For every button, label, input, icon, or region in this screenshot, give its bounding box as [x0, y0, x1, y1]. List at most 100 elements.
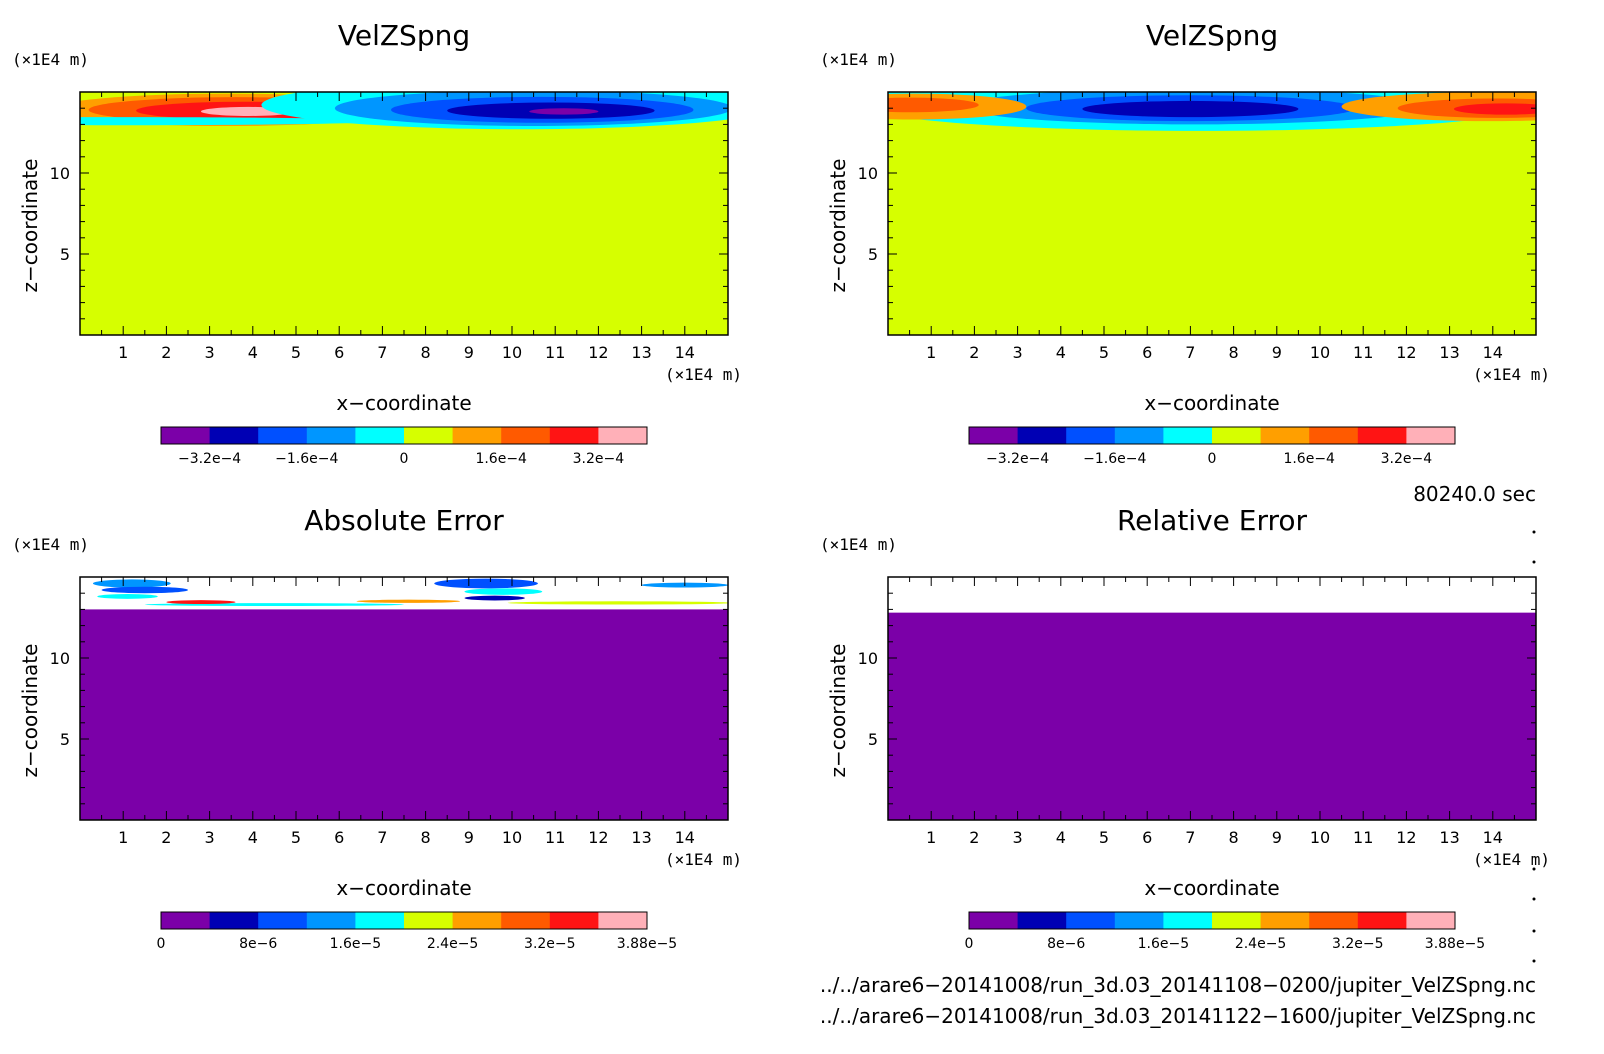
- colorbar-label: 3.2e−4: [573, 451, 625, 467]
- axis-ticks: [888, 92, 1536, 335]
- x-tick-label: 1: [926, 343, 936, 362]
- x-tick-label: 4: [248, 828, 258, 847]
- x-tick-label: 3: [205, 828, 215, 847]
- x-tick-label: 13: [1439, 343, 1459, 362]
- colorbar-bin: [598, 912, 648, 929]
- x-tick-label: 7: [1185, 343, 1195, 362]
- colorbar-label: 0: [157, 936, 166, 952]
- colorbar-bin: [549, 427, 599, 444]
- positive-contour: [888, 97, 979, 113]
- colorbar-label: −1.6e−4: [1083, 451, 1146, 467]
- colorbar-bin: [452, 427, 502, 444]
- chart-title: VelZSpng: [1146, 19, 1278, 52]
- x-unit-label: (×1E4 m): [665, 365, 742, 384]
- colorbar-label: 3.88e−5: [617, 936, 677, 952]
- y-unit-label: (×1E4 m): [12, 535, 89, 554]
- error-streak: [356, 599, 461, 603]
- colorbar-label: −1.6e−4: [275, 451, 338, 467]
- x-tick-label: 2: [161, 343, 171, 362]
- file-path-2: ../../arare6−20141008/run_3d.03_20141122…: [820, 1004, 1536, 1028]
- negative-contour: [529, 108, 599, 115]
- colorbar-bin: [1017, 912, 1067, 929]
- file-path-1: ../../arare6−20141008/run_3d.03_20141108…: [820, 973, 1536, 997]
- x-tick-label: 11: [545, 343, 565, 362]
- x-tick-label: 11: [545, 828, 565, 847]
- colorbar-label: 3.2e−4: [1381, 451, 1433, 467]
- error-streak: [97, 594, 158, 599]
- colorbar-bin: [161, 912, 211, 929]
- x-tick-label: 5: [1099, 343, 1109, 362]
- colorbar-bin: [1163, 912, 1213, 929]
- colorbar-label: 3.2e−5: [1332, 936, 1384, 952]
- colorbar-bin: [258, 427, 308, 444]
- x-tick-label: 2: [969, 343, 979, 362]
- colorbar-bin: [598, 427, 648, 444]
- y-axis-label: z−coordinate: [826, 159, 850, 293]
- colorbar-bin: [1114, 427, 1164, 444]
- x-tick-label: 7: [1185, 828, 1195, 847]
- x-tick-label: 14: [1483, 828, 1503, 847]
- colorbar-label: −3.2e−4: [986, 451, 1049, 467]
- colorbar: −3.2e−4 −1.6e−4 0 1.6e−4 3.2e−4: [160, 426, 648, 467]
- x-tick-label: 8: [421, 343, 431, 362]
- error-field: [888, 612, 1536, 820]
- colorbar-frame: [160, 426, 648, 445]
- colorbar: −3.2e−4 −1.6e−4 0 1.6e−4 3.2e−4: [968, 426, 1456, 467]
- x-tick-label: 4: [1056, 343, 1066, 362]
- colorbar-bin: [1357, 427, 1407, 444]
- colorbar-bin: [1017, 427, 1067, 444]
- colorbar-label: 2.4e−5: [427, 936, 479, 952]
- x-tick-label: 9: [1272, 343, 1282, 362]
- y-tick-label: 5: [60, 245, 70, 264]
- x-tick-label: 10: [502, 343, 522, 362]
- x-tick-label: 6: [334, 343, 344, 362]
- x-tick-label: 12: [588, 828, 608, 847]
- y-tick-label: 5: [60, 730, 70, 749]
- colorbar-frame: [968, 426, 1456, 445]
- y-unit-label: (×1E4 m): [820, 535, 897, 554]
- x-tick-label: 14: [675, 343, 695, 362]
- colorbar-bin: [209, 427, 259, 444]
- x-tick-label: 13: [631, 828, 651, 847]
- colorbar-bin: [258, 912, 308, 929]
- colorbar-bin: [1406, 912, 1456, 929]
- error-streak: [166, 600, 236, 605]
- x-tick-label: 5: [291, 343, 301, 362]
- x-unit-label: (×1E4 m): [1473, 365, 1550, 384]
- x-tick-label: 4: [1056, 828, 1066, 847]
- error-streak: [434, 578, 538, 589]
- x-tick-label: 2: [161, 828, 171, 847]
- colorbar-bin: [1260, 912, 1310, 929]
- x-axis-label: x−coordinate: [336, 391, 471, 415]
- error-streak: [101, 586, 188, 594]
- colorbar-bin: [404, 912, 454, 929]
- x-tick-label: 4: [248, 343, 258, 362]
- x-tick-label: 8: [421, 828, 431, 847]
- y-axis-label: z−coordinate: [18, 159, 42, 293]
- x-tick-label: 7: [377, 343, 387, 362]
- x-tick-label: 9: [464, 343, 474, 362]
- colorbar-bin: [1309, 912, 1359, 929]
- colorbar-bin: [1309, 427, 1359, 444]
- x-tick-label: 8: [1229, 828, 1239, 847]
- x-tick-label: 1: [118, 828, 128, 847]
- negative-contour: [1082, 100, 1299, 118]
- colorbar-bin: [1212, 427, 1262, 444]
- x-axis-label: x−coordinate: [1144, 391, 1279, 415]
- x-tick-label: 1: [118, 343, 128, 362]
- colorbar-bin: [969, 427, 1019, 444]
- x-tick-label: 14: [675, 828, 695, 847]
- x-tick-label: 12: [1396, 343, 1416, 362]
- colorbar: 0 8e−6 1.6e−5 2.4e−5 3.2e−5 3.88e−5: [157, 911, 677, 952]
- colorbar-bin: [1066, 912, 1116, 929]
- x-tick-label: 11: [1353, 343, 1373, 362]
- colorbar-bin: [355, 427, 405, 444]
- y-tick-label: 10: [858, 164, 878, 183]
- colorbar-label: 0: [1208, 451, 1217, 467]
- chart-title: Absolute Error: [304, 504, 504, 537]
- colorbar-label: −3.2e−4: [178, 451, 241, 467]
- colorbar-bin: [501, 427, 551, 444]
